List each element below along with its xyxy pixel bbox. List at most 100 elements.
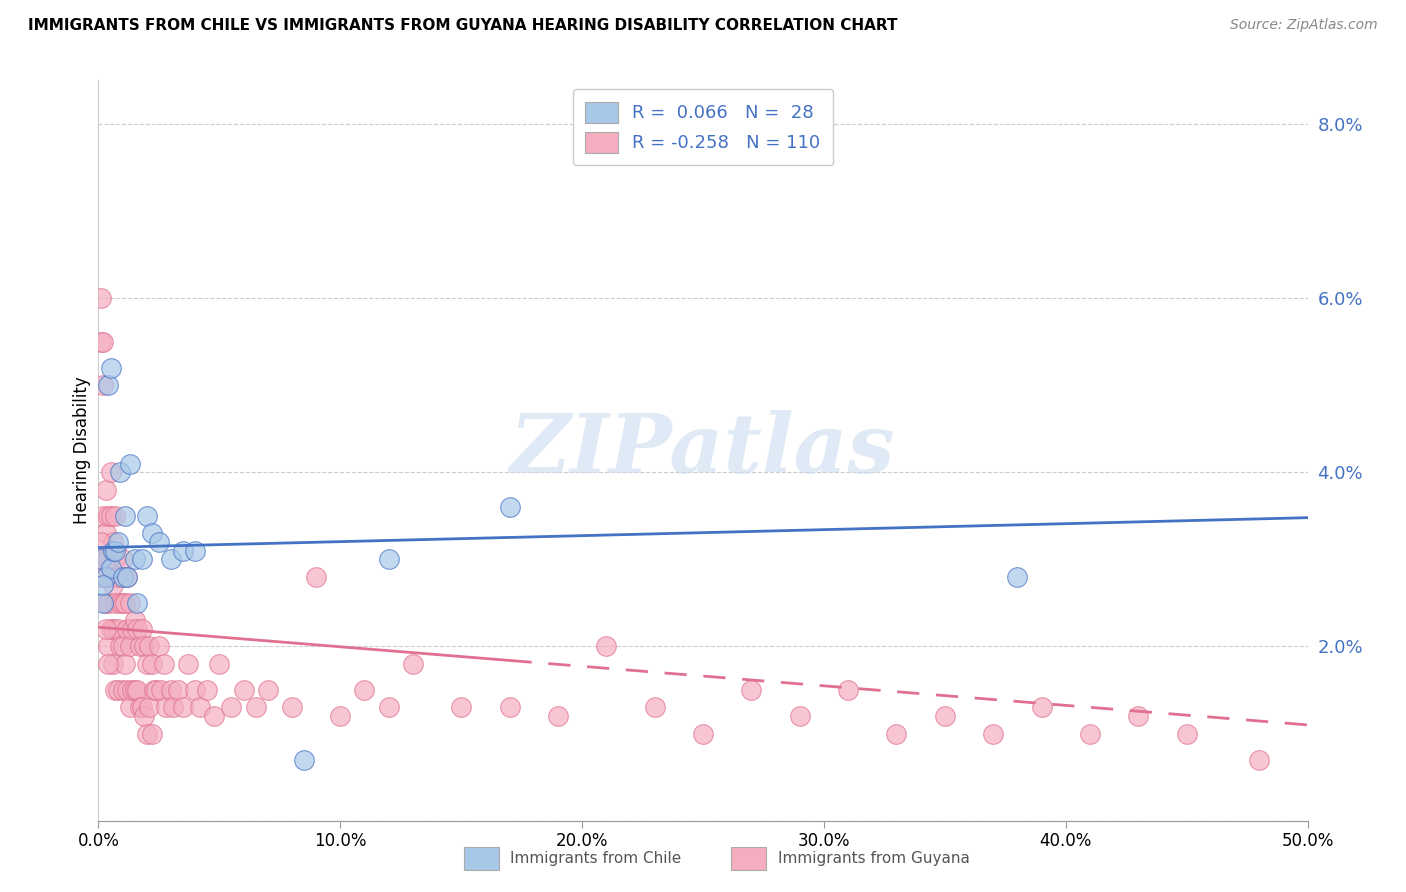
Point [114,508,136,523]
Point [377,552,399,566]
Point [118,700,141,714]
Point [100,622,122,636]
Point [91,378,114,392]
Point [114,596,136,610]
Legend: R =  0.066   N =  28, R = -0.258   N = 110: R = 0.066 N = 28, R = -0.258 N = 110 [572,89,834,165]
Point [1249,753,1271,767]
Point [104,552,127,566]
Text: Immigrants from Guyana: Immigrants from Guyana [778,851,969,866]
Point [94,596,117,610]
Point [292,753,315,767]
Point [281,700,304,714]
Point [91,570,114,584]
Point [837,683,859,698]
Point [208,657,231,671]
Point [90,570,112,584]
Point [101,543,124,558]
Point [128,640,150,654]
Point [91,552,114,566]
Point [91,508,114,523]
Point [101,622,124,636]
Point [108,465,131,479]
Point [256,683,278,698]
Point [100,508,122,523]
Point [104,508,127,523]
Point [155,700,177,714]
Point [107,570,129,584]
Point [143,683,166,698]
Point [107,683,129,698]
Point [353,683,375,698]
Point [114,657,136,671]
Point [121,683,143,698]
Point [177,657,200,671]
Point [97,596,120,610]
Point [1007,570,1029,584]
Point [141,657,163,671]
Point [100,561,122,575]
Text: Immigrants from Chile: Immigrants from Chile [510,851,682,866]
Point [162,700,184,714]
Point [117,570,139,584]
Point [138,700,160,714]
Point [101,578,124,592]
Point [148,535,170,549]
Point [124,552,146,566]
Point [160,683,183,698]
Point [148,640,170,654]
Point [111,570,134,584]
Point [118,457,141,471]
Point [118,596,141,610]
Point [101,535,124,549]
Point [184,683,207,698]
Point [118,640,141,654]
Point [108,640,131,654]
Point [145,683,167,698]
Point [329,709,352,723]
Point [111,596,134,610]
Point [121,622,143,636]
Point [1128,709,1150,723]
Point [134,709,156,723]
Point [91,596,114,610]
Point [305,570,328,584]
Point [498,500,520,514]
Point [498,700,520,714]
Point [150,683,173,698]
Point [1175,726,1198,740]
Point [131,700,153,714]
Point [547,709,569,723]
Point [104,596,127,610]
Point [232,683,254,698]
Point [934,709,956,723]
Y-axis label: Hearing Disability: Hearing Disability [73,376,91,524]
Point [789,709,811,723]
Point [90,552,112,566]
Point [160,552,183,566]
Point [111,683,134,698]
Point [127,596,149,610]
Text: ZIPatlas: ZIPatlas [510,410,896,491]
Point [94,622,117,636]
Point [1078,726,1101,740]
Point [740,683,762,698]
Point [141,726,163,740]
Text: Source: ZipAtlas.com: Source: ZipAtlas.com [1230,18,1378,32]
Point [94,570,117,584]
Point [97,552,120,566]
Point [195,683,218,698]
Point [104,543,127,558]
Point [377,700,399,714]
Point [91,334,114,349]
Point [111,552,134,566]
Point [886,726,908,740]
Point [90,291,112,305]
Point [91,578,114,592]
Point [245,700,267,714]
Point [100,465,122,479]
Point [90,334,112,349]
Point [135,508,157,523]
Point [172,700,194,714]
Point [90,535,112,549]
Point [135,657,157,671]
